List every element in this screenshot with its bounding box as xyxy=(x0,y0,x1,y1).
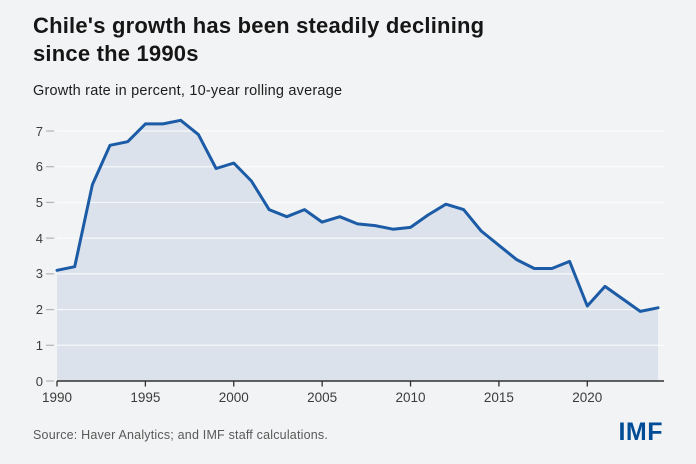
y-axis-label: 0 xyxy=(35,373,43,389)
chart-subtitle: Growth rate in percent, 10-year rolling … xyxy=(33,83,343,99)
y-axis-label: 1 xyxy=(35,337,43,353)
x-axis-label: 2020 xyxy=(572,390,603,405)
y-axis-label: 4 xyxy=(35,230,43,246)
y-axis-label: 2 xyxy=(35,302,43,318)
growth-line xyxy=(55,118,660,313)
y-axis-label: 5 xyxy=(35,194,43,210)
x-axis-label: 1990 xyxy=(41,390,73,405)
area-fill xyxy=(57,120,658,382)
x-axis-label: 2015 xyxy=(483,390,514,405)
y-axis-label: 3 xyxy=(35,266,43,282)
chart-title: Chile's growth has been steadily declini… xyxy=(33,13,485,66)
x-axis-label: 2000 xyxy=(218,390,249,405)
x-axis-label: 2010 xyxy=(395,390,426,405)
x-axis-label: 1995 xyxy=(130,390,161,405)
y-axis-label: 6 xyxy=(35,159,43,175)
imf-logo: IMF xyxy=(618,418,663,446)
y-axis-label: 7 xyxy=(35,123,43,139)
x-axis-label: 2005 xyxy=(307,390,338,405)
source-note: Source: Haver Analytics; and IMF staff c… xyxy=(33,428,329,442)
